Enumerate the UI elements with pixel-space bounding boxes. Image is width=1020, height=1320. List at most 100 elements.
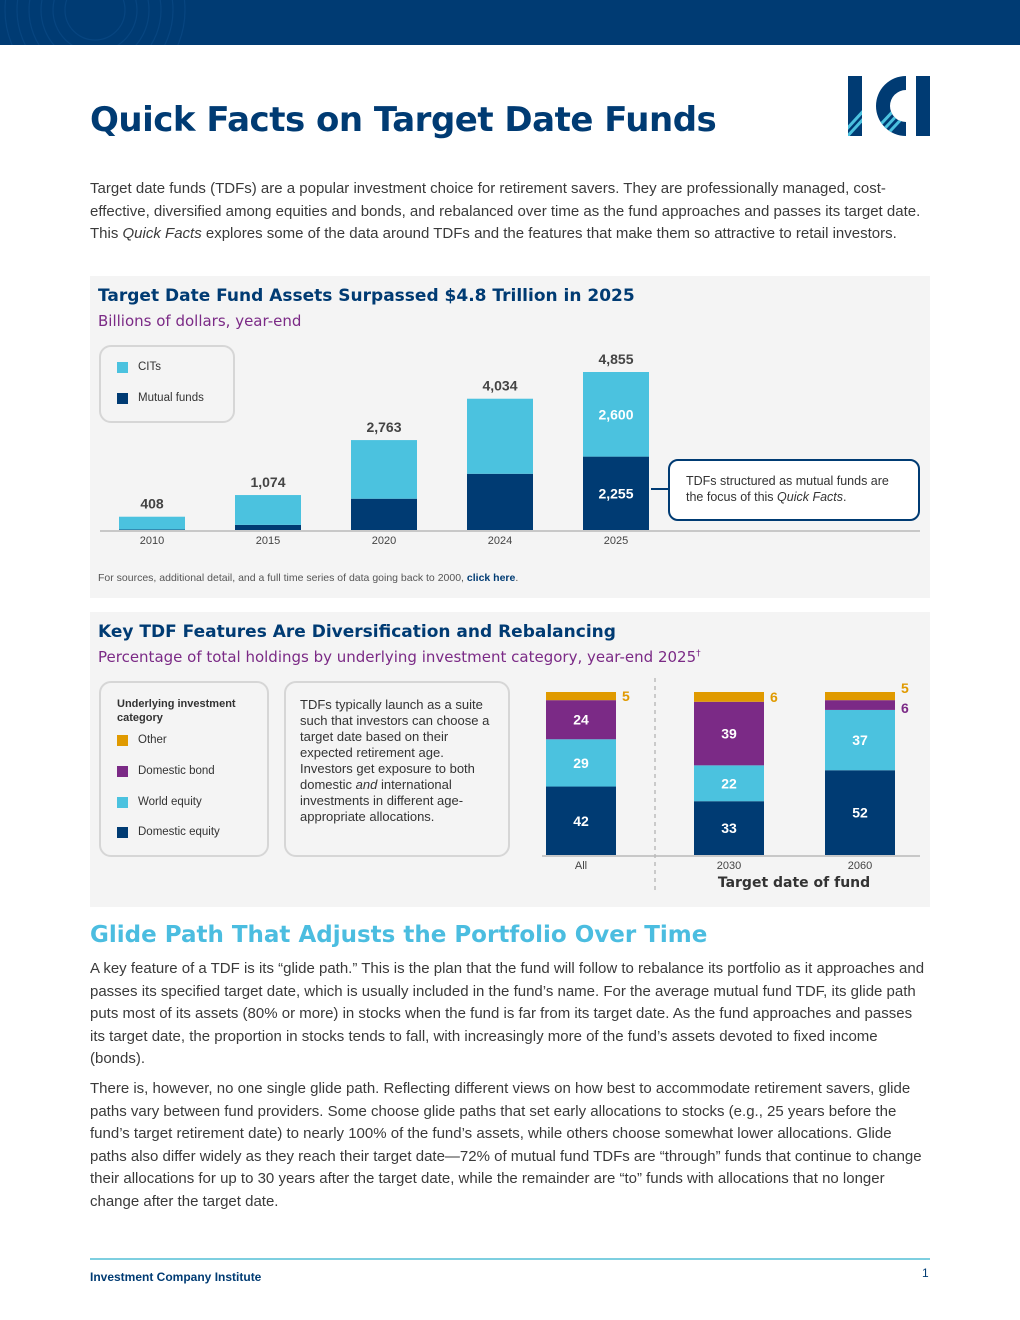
other-swatch xyxy=(117,734,128,746)
bar-mutual-funds-2020 xyxy=(351,498,417,530)
bar-cits-2015 xyxy=(235,495,301,525)
bar-mutual-funds-2025 xyxy=(583,456,649,530)
domestic-equity-swatch xyxy=(117,826,128,838)
x-axis-title: Target date of fund xyxy=(718,875,870,891)
tick-label-2010: 2010 xyxy=(140,535,164,547)
value-label-domestic-bond-2060: 6 xyxy=(901,700,909,716)
bar-world-equity-2060 xyxy=(825,709,895,771)
legend-item-cits: CITs xyxy=(117,361,161,373)
total-label-2024: 4,034 xyxy=(482,378,517,394)
intro-text-1: Target date funds (TDFs) are a popular i… xyxy=(90,180,921,242)
chart1-subtitle: Billions of dollars, year-end xyxy=(98,312,302,330)
tick-label-2025: 2025 xyxy=(604,535,628,547)
glide-path-heading: Glide Path That Adjusts the Portfolio Ov… xyxy=(90,922,708,948)
bar-domestic-bond-2060 xyxy=(825,700,895,710)
domestic-bond-swatch xyxy=(117,765,128,777)
bar-domestic-equity-2060 xyxy=(825,770,895,855)
legend-label-domestic-equity: Domestic equity xyxy=(138,826,220,838)
value-label-domestic-bond-All: 24 xyxy=(573,712,589,728)
legend-label-mutual-funds: Mutual funds xyxy=(138,392,204,404)
bar-mutual-funds-2015 xyxy=(235,524,301,530)
dagger-mark: † xyxy=(696,649,701,659)
legend-item-other: Other xyxy=(117,734,167,746)
total-label-2020: 2,763 xyxy=(366,419,401,435)
page-number: 1 xyxy=(922,1266,929,1280)
legend-label-cits: CITs xyxy=(138,361,161,373)
legend-item-domestic-equity: Domestic equity xyxy=(117,826,220,838)
desc-emphasis: and xyxy=(355,777,378,792)
tdf-assets-chart-panel: Target Date Fund Assets Surpassed $4.8 T… xyxy=(90,276,930,598)
bar-domestic-equity-All xyxy=(546,786,616,855)
tick-label-2030: 2030 xyxy=(717,860,741,872)
header-band xyxy=(0,0,1020,45)
source-note-text: For sources, additional detail, and a fu… xyxy=(98,572,467,584)
value-label-world-equity-2060: 37 xyxy=(852,732,868,748)
source-note: For sources, additional detail, and a fu… xyxy=(98,572,518,584)
value-label-other-2030: 6 xyxy=(770,689,778,705)
intro-text-2: explores some of the data around TDFs an… xyxy=(201,225,897,242)
bar-cits-2020 xyxy=(351,440,417,499)
value-label-domestic-equity-2030: 33 xyxy=(721,820,737,836)
total-label-2015: 1,074 xyxy=(250,474,285,490)
chart1-title: Target Date Fund Assets Surpassed $4.8 T… xyxy=(98,286,635,306)
page-title: Quick Facts on Target Date Funds xyxy=(90,100,717,140)
source-note-end: . xyxy=(515,572,519,584)
bar-world-equity-2030 xyxy=(694,765,764,802)
glide-path-paragraph-1: A key feature of a TDF is its “glide pat… xyxy=(90,960,925,1067)
tdf-features-chart-panel: Key TDF Features Are Diversification and… xyxy=(90,612,930,907)
tdf-features-bar-chart: 42 29 24 5 All 33 22 39 6 2030 52 37 6 5 2060 Target da… xyxy=(542,678,920,892)
bar-other-All xyxy=(546,692,616,701)
chart2-subtitle-text: Percentage of total holdings by underlyi… xyxy=(98,648,697,666)
bar-domestic-equity-2030 xyxy=(694,801,764,855)
bar-other-2060 xyxy=(825,692,895,701)
legend-item-world-equity: World equity xyxy=(117,796,202,808)
legend-label-domestic-bond: Domestic bond xyxy=(138,765,215,777)
cits-swatch xyxy=(117,361,128,373)
bar-domestic-bond-2030 xyxy=(694,701,764,766)
legend-title: Underlying investment category xyxy=(117,698,236,724)
segment-label-mutual-funds-2025: 2,255 xyxy=(598,485,633,501)
segment-label-cits-2025: 2,600 xyxy=(598,406,633,422)
legend-item-domestic-bond: Domestic bond xyxy=(117,765,215,777)
value-label-world-equity-2030: 22 xyxy=(721,775,737,791)
click-here-link[interactable]: click here xyxy=(466,572,516,584)
glide-path-paragraph-2: There is, however, no one single glide p… xyxy=(90,1080,922,1210)
mutual-funds-swatch xyxy=(117,392,128,404)
ici-logo xyxy=(848,76,932,138)
tdf-assets-bar-chart: 408 2010 1,074 2015 2,763 2020 4,034 2024 4,855 2… xyxy=(100,351,920,547)
total-label-2025: 4,855 xyxy=(598,351,633,367)
legend-item-mutual-funds: Mutual funds xyxy=(117,392,204,404)
bar-cits-2025 xyxy=(583,372,649,457)
tdf-description-box: TDFs typically launch as a suite such th… xyxy=(284,681,510,857)
value-label-domestic-equity-2060: 52 xyxy=(852,805,868,821)
world-equity-swatch xyxy=(117,796,128,808)
value-label-other-All: 5 xyxy=(622,688,630,704)
bar-world-equity-All xyxy=(546,739,616,787)
desc-text-1: TDFs typically launch as a suite such th… xyxy=(300,697,490,792)
legend-label-world-equity: World equity xyxy=(138,796,202,808)
value-label-domestic-equity-All: 42 xyxy=(573,813,589,829)
chart2-title: Key TDF Features Are Diversification and… xyxy=(98,622,616,642)
callout-emphasis: Quick Facts xyxy=(777,490,844,504)
value-label-domestic-bond-2030: 39 xyxy=(721,726,737,742)
bar-mutual-funds-2024 xyxy=(467,473,533,530)
desc-text-2: international investments in different a… xyxy=(300,777,464,824)
value-label-other-2060: 5 xyxy=(901,680,909,696)
callout-text-2: . xyxy=(843,490,847,504)
tick-label-2020: 2020 xyxy=(372,535,396,547)
chart1-legend: CITs Mutual funds xyxy=(99,345,235,423)
footer-divider xyxy=(90,1258,930,1260)
tick-label-All: All xyxy=(575,860,587,872)
bar-other-2030 xyxy=(694,692,764,702)
bar-cits-2024 xyxy=(467,398,533,474)
bar-cits-2010 xyxy=(119,516,185,530)
callout-text-1: TDFs structured as mutual funds are the … xyxy=(686,474,889,504)
mutual-funds-callout: TDFs structured as mutual funds are the … xyxy=(668,459,920,521)
footer-organization: Investment Company Institute xyxy=(90,1270,262,1284)
legend-label-other: Other xyxy=(138,734,167,746)
header-band-pattern xyxy=(4,0,186,45)
intro-paragraph: Target date funds (TDFs) are a popular i… xyxy=(90,178,930,246)
tick-label-2060: 2060 xyxy=(848,860,872,872)
tick-label-2024: 2024 xyxy=(488,535,512,547)
value-label-world-equity-All: 29 xyxy=(573,755,589,771)
